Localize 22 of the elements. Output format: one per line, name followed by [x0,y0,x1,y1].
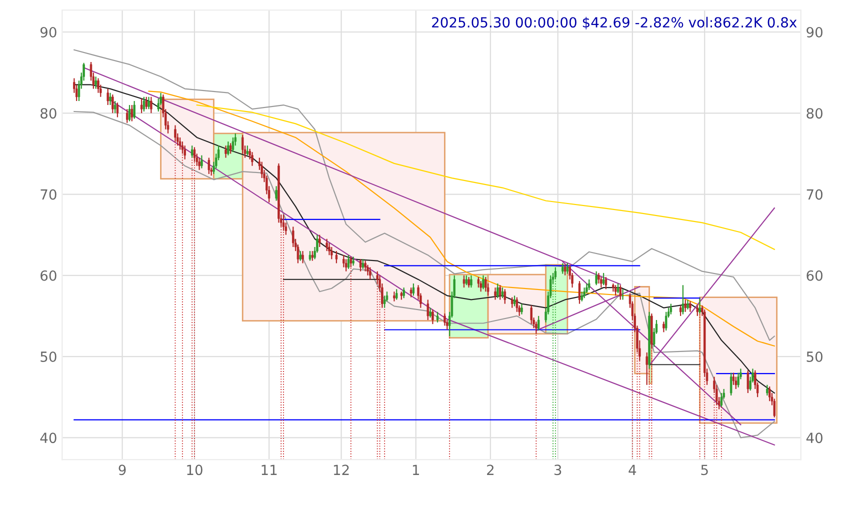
x-tick-label: 2 [487,464,494,475]
x-tick-label: 5 [701,464,708,476]
y2-tick-label: 40 [806,432,822,444]
y-tick-label: 60 [40,270,56,281]
x-tick-label: 9 [118,464,126,476]
y-tick-label: 90 [40,26,56,38]
x-tick-label: 12 [334,464,349,475]
x-tick-label: 10 [187,464,202,476]
y2-tick-label: 50 [806,351,822,362]
x-tick-label: 4 [628,464,636,475]
x-tick-label: 3 [554,464,562,476]
y-tick-label: 80 [40,108,56,119]
y2-tick-label: 90 [806,26,822,38]
y-tick-label: 70 [40,189,56,200]
y-tick-label: 50 [40,351,56,362]
x-tick-label: 11 [262,464,277,475]
x-tick-label: 1 [412,464,419,475]
y2-tick-label: 70 [806,189,822,200]
y2-tick-label: 80 [806,108,822,119]
chart-title: 2025.05.30 00:00:00 $42.69 -2.82% vol:862.2K 0.8x [432,16,797,30]
y2-tick-label: 60 [806,270,822,281]
y-tick-label: 40 [40,432,56,444]
